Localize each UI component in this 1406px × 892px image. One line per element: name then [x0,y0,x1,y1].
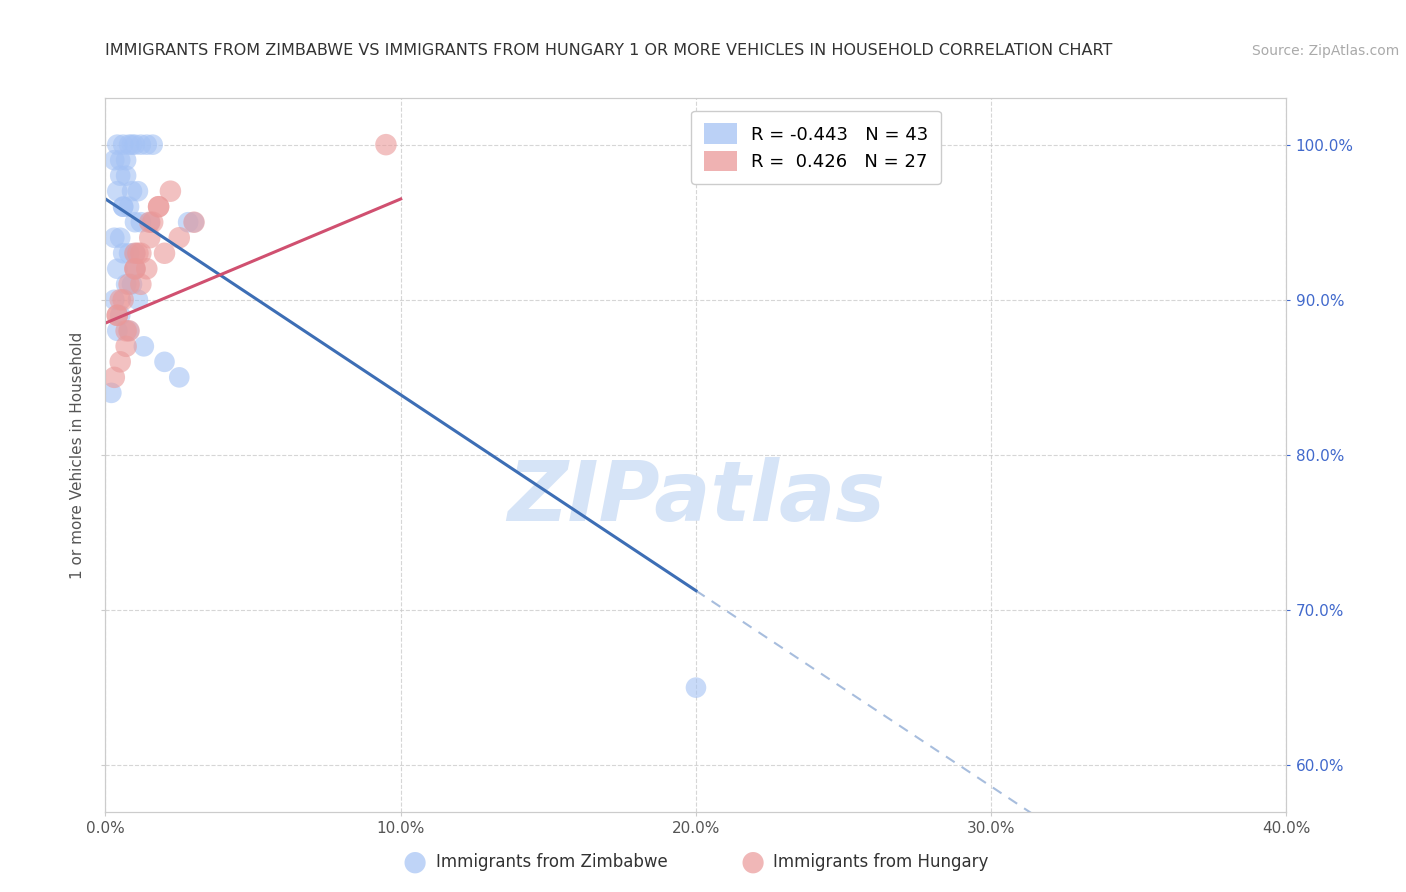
Text: Source: ZipAtlas.com: Source: ZipAtlas.com [1251,44,1399,58]
Point [118,277,141,292]
Point [103,231,125,245]
Text: ZIPatlas: ZIPatlas [508,458,884,538]
Point [121,137,143,152]
Point [124,137,146,152]
Text: Immigrants from Zimbabwe: Immigrants from Zimbabwe [436,853,668,871]
Point [103,153,125,168]
Point [159,184,181,198]
Point [105,324,128,338]
Point [148,200,170,214]
Point [118,200,141,214]
Point [121,277,143,292]
Point [135,137,157,152]
Point [183,215,205,229]
Point [118,324,141,338]
Point [100,385,122,400]
Point [112,137,135,152]
Point [112,200,135,214]
Point [110,293,132,307]
Point [112,293,135,307]
Point [169,231,191,245]
Point [110,355,132,369]
Text: ●: ● [740,847,765,876]
Point [112,200,135,214]
Point [115,324,138,338]
Point [124,261,146,276]
Point [177,215,200,229]
Text: ●: ● [402,847,427,876]
Point [124,246,146,260]
Point [153,355,176,369]
Point [118,246,141,260]
Point [148,200,170,214]
Point [105,137,128,152]
Point [105,308,128,322]
Point [110,169,132,183]
Point [115,277,138,292]
Point [135,261,157,276]
Point [112,246,135,260]
Point [105,308,128,322]
Point [124,261,146,276]
Point [127,246,149,260]
Point [124,261,146,276]
Point [110,153,132,168]
Point [118,324,141,338]
Point [105,261,128,276]
Point [124,246,146,260]
Text: IMMIGRANTS FROM ZIMBABWE VS IMMIGRANTS FROM HUNGARY 1 OR MORE VEHICLES IN HOUSEH: IMMIGRANTS FROM ZIMBABWE VS IMMIGRANTS F… [105,43,1112,58]
Point [142,137,165,152]
Point [115,153,138,168]
Point [685,681,707,695]
Point [103,370,125,384]
Point [118,137,141,152]
Point [127,184,149,198]
Y-axis label: 1 or more Vehicles in Household: 1 or more Vehicles in Household [70,331,86,579]
Legend: R = -0.443   N = 43, R =  0.426   N = 27: R = -0.443 N = 43, R = 0.426 N = 27 [692,111,941,184]
Point [103,293,125,307]
Point [115,339,138,353]
Point [110,231,132,245]
Point [138,215,162,229]
Point [121,184,143,198]
Point [129,277,152,292]
Point [138,231,162,245]
Point [127,293,149,307]
Point [138,215,162,229]
Point [129,246,152,260]
Text: Immigrants from Hungary: Immigrants from Hungary [773,853,988,871]
Point [115,169,138,183]
Point [129,137,152,152]
Point [124,215,146,229]
Point [183,215,205,229]
Point [374,137,398,152]
Point [153,246,176,260]
Point [105,184,128,198]
Point [132,339,155,353]
Point [169,370,191,384]
Point [129,215,152,229]
Point [110,308,132,322]
Point [142,215,165,229]
